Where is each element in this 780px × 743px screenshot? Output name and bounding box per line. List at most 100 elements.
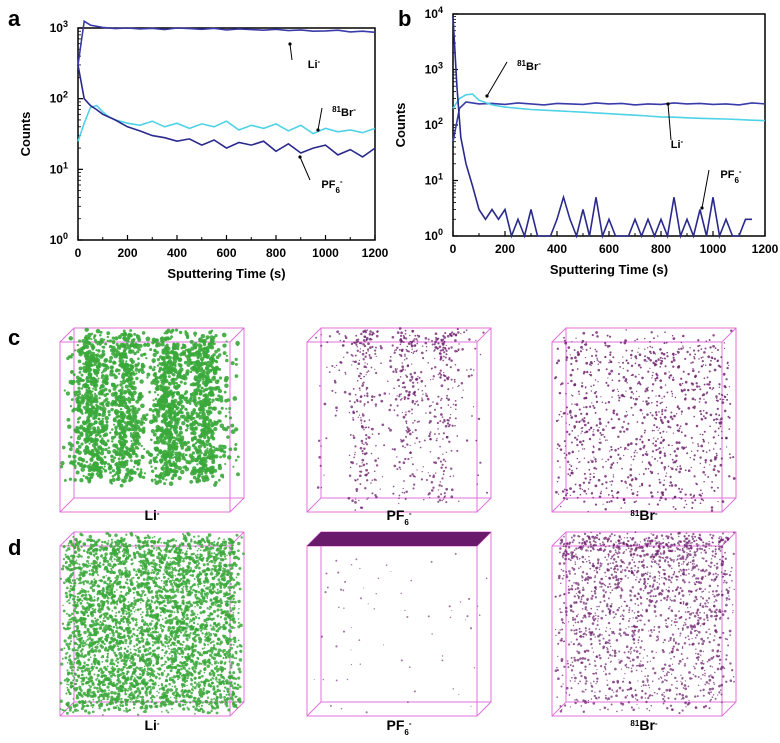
x-tick-label: 600 [599,242,619,256]
y-axis-label: Counts [393,103,408,148]
x-tick-label: 400 [547,242,567,256]
cube-edge [306,701,322,717]
ion-distribution [554,531,735,715]
cube-edge [59,701,75,717]
cube-edge [306,545,478,717]
annotation-arrow [667,103,672,141]
panel-label-a: a [8,6,21,31]
cube-edge [721,497,737,513]
y-tick-label: 103 [50,19,68,35]
x-axis-label: Sputtering Time (s) [550,262,668,277]
panel-label-b: b [398,6,411,31]
annotation-arrow [317,107,323,131]
y-axis-label: Counts [18,112,33,157]
annotation-arrow [701,169,710,209]
cube-edge [476,327,492,343]
cube-edge [229,497,245,513]
panel-label-d: d [8,535,21,560]
annotation-label: Li- [308,57,321,72]
series-line-0 [77,19,376,66]
cube-edge [59,497,75,513]
x-tick-label: 1200 [752,242,779,256]
cube-caption: 81Br- [630,717,657,733]
cube-row_d-1 [306,531,492,717]
annotation-label: 81Br- [332,105,356,120]
y-tick-label: 100 [425,227,443,243]
cube-edge [59,531,75,547]
y-tick-label: 102 [425,116,443,132]
annotation-arrowhead [485,94,489,98]
y-tick-label: 101 [50,160,68,176]
series-line-2 [77,64,376,158]
cube-edge [320,531,492,703]
x-tick-label: 1000 [312,246,339,260]
y-tick-label: 102 [50,90,68,106]
cube-edge [476,497,492,513]
cube-row_c-2 [551,327,737,513]
annotation-arrowhead [700,206,704,210]
cube-caption: Li- [144,507,159,523]
x-tick-label: 800 [651,242,671,256]
annotation-arrowhead [288,42,292,46]
cube-row_c-0 [59,327,245,513]
y-tick-label: 103 [425,61,443,77]
x-tick-label: 0 [75,246,82,260]
cube-caption: Li- [144,717,159,733]
cube-edge [476,701,492,717]
annotation-label: PF6- [720,167,742,185]
ion-distribution [59,327,240,488]
cube-edge [306,327,322,343]
series-line-0 [452,101,766,142]
series-line-1 [77,104,376,142]
annotation-arrowhead [666,102,670,106]
x-tick-label: 200 [117,246,137,260]
x-tick-label: 400 [167,246,187,260]
cube-edge [229,701,245,717]
series-line-2 [452,16,752,239]
annotation-arrow [299,156,311,181]
x-tick-label: 800 [266,246,286,260]
ion-distribution [59,531,245,716]
cube-panels: Li- PF6- 81Br- Li- PF6- 81Br- [59,327,737,737]
ion-distribution [553,329,736,513]
x-tick-label: 1000 [700,242,727,256]
x-tick-label: 200 [495,242,515,256]
cube-edge [721,701,737,717]
ion-distribution [313,538,488,714]
panel-label-c: c [8,325,20,350]
y-tick-label: 100 [50,231,68,247]
cube-caption: 81Br- [630,507,657,523]
annotation-label: 81Br- [517,59,541,74]
cube-edge [551,497,567,513]
y-tick-label: 101 [425,172,443,188]
cube-row_d-2 [551,531,737,717]
cube-edge [721,327,737,343]
cube-edge [320,327,492,499]
cube-edge [229,327,245,343]
plot-frame [77,27,376,241]
chart-b: 0 200 400 600 800 1000 1200 100 101 102 103 104 Sput… [393,5,779,277]
cube-edge [551,327,567,343]
series-line-1 [452,93,766,122]
cube-caption: PF6- [386,717,411,737]
x-axis-label: Sputtering Time (s) [167,266,285,281]
cube-edge [59,327,75,343]
x-tick-label: 600 [216,246,236,260]
annotation-arrow [289,43,293,61]
cube-row_c-1 [306,327,492,513]
annotation-arrow [486,61,508,97]
y-tick-label: 104 [425,5,443,21]
ion-distribution [315,327,489,511]
cube-edge [551,531,567,547]
chart-a: 0 200 400 600 800 1000 1200 100 101 102 103 Sputter… [18,19,389,281]
annotation-arrowhead [298,155,302,159]
x-tick-label: 1200 [362,246,389,260]
plot-frame [452,13,766,237]
annotation-arrowhead [316,128,320,132]
cube-row_d-0 [59,531,245,717]
pf6-surface-layer [307,532,491,546]
annotation-label: Li- [671,137,684,152]
cube-edge [306,497,322,513]
cube-edge [551,701,567,717]
